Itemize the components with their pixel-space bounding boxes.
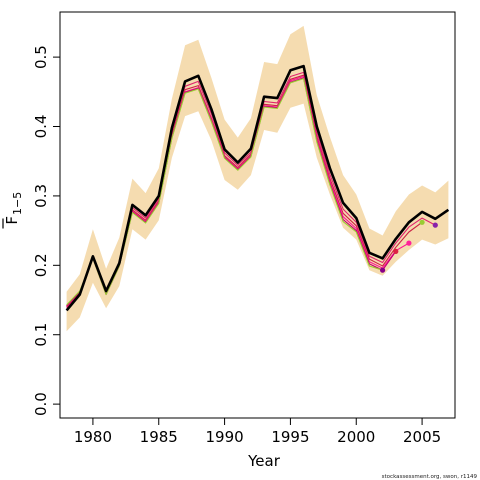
uncertainty-band-layer: [66, 25, 449, 332]
terminal-point: [419, 219, 425, 225]
y-axis-title-subscript: 1−5: [11, 192, 24, 215]
x-tick-label: 2000: [337, 428, 375, 446]
y-axis-title: F 1−5: [2, 192, 24, 229]
terminal-point: [406, 240, 412, 246]
terminal-points-layer: [380, 219, 438, 273]
x-tick-label: 1990: [205, 428, 243, 446]
y-axis-title-main: F: [3, 216, 21, 225]
series-line-main: [65, 64, 450, 312]
series-layer: [65, 64, 450, 312]
y-tick-label: 0.4: [32, 115, 50, 139]
x-tick-label: 1995: [271, 428, 309, 446]
y-tick-label: 0.2: [32, 253, 50, 277]
footer-credit: stockassessment.org, swon, r1149: [382, 474, 478, 480]
x-tick-label: 1980: [74, 428, 112, 446]
plot-frame: [59, 11, 456, 419]
y-tick-label: 0.1: [32, 323, 50, 347]
terminal-point: [380, 267, 386, 273]
x-tick-label: 1985: [140, 428, 178, 446]
y-tick-label: 0.5: [32, 45, 50, 69]
y-tick-label: 0.0: [32, 392, 50, 416]
x-axis-title: Year: [247, 452, 281, 470]
x-tick-label: 2005: [403, 428, 441, 446]
terminal-point: [432, 222, 438, 228]
y-tick-label: 0.3: [32, 184, 50, 208]
uncertainty-band: [66, 25, 449, 332]
x-axis: 1980 1985 1990 1995 2000 2005: [74, 418, 441, 446]
y-axis: 0.0 0.1 0.2 0.3 0.4 0.5: [32, 45, 60, 416]
terminal-point: [393, 248, 399, 254]
